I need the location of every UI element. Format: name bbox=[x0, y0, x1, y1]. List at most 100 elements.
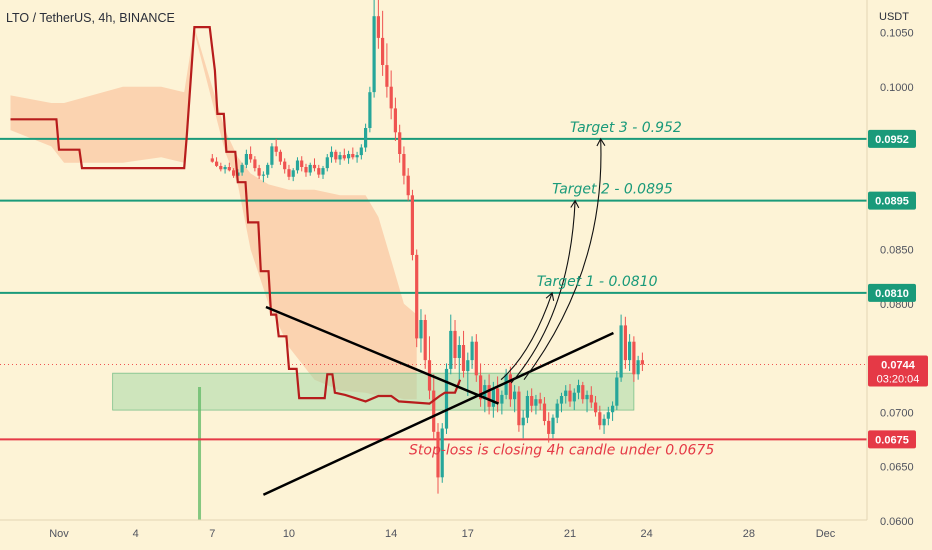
candle-body bbox=[325, 157, 329, 169]
candle-body bbox=[602, 418, 606, 426]
candle-body bbox=[594, 402, 598, 413]
time-axis-ticks: Nov 4 7 10 14 17 21 24 28 Dec bbox=[49, 528, 836, 540]
time-tick-label: 21 bbox=[564, 528, 576, 540]
candle-body bbox=[385, 65, 389, 87]
candle-body bbox=[210, 158, 214, 162]
candle-body bbox=[449, 330, 453, 369]
candle-body bbox=[253, 159, 257, 169]
ascending-trendline bbox=[262, 331, 614, 496]
price-tag bbox=[868, 191, 916, 210]
candle-body bbox=[500, 394, 504, 404]
candle-body bbox=[351, 154, 355, 158]
candle-body bbox=[398, 132, 402, 154]
candle-body bbox=[479, 375, 483, 400]
candle-body bbox=[547, 420, 551, 434]
candle-body bbox=[244, 154, 248, 165]
candle-body bbox=[436, 431, 440, 478]
candle-body bbox=[304, 167, 308, 173]
candle-body bbox=[419, 320, 423, 339]
candle-body bbox=[270, 146, 274, 165]
candle-body bbox=[368, 92, 372, 128]
annotations-layer: Target 3 - 0.952 Target 2 - 0.0895 Target … bbox=[409, 120, 714, 459]
candle-body bbox=[640, 360, 644, 365]
supertrend-cloud bbox=[10, 27, 417, 400]
price-axis[interactable]: USDT 0.10500.10000.08500.08000.07000.065… bbox=[866, 0, 928, 528]
target-annotation: Target 2 - 0.0895 bbox=[552, 182, 673, 198]
time-axis[interactable]: Nov 4 7 10 14 17 21 24 28 Dec bbox=[0, 519, 867, 540]
time-tick-label: 17 bbox=[462, 528, 474, 540]
price-tag bbox=[868, 283, 916, 302]
candle-body bbox=[440, 428, 444, 478]
target-annotation: Target 3 - 0.952 bbox=[570, 120, 682, 136]
candle-body bbox=[423, 320, 427, 361]
candle-body bbox=[219, 166, 223, 170]
projection-arrow-head bbox=[570, 199, 580, 209]
volume-layer bbox=[198, 387, 202, 520]
projection-arrow-head bbox=[596, 137, 606, 147]
candle-body bbox=[611, 405, 615, 413]
projection-arrow bbox=[523, 138, 602, 381]
candle-body bbox=[628, 341, 632, 361]
trendlines-layer bbox=[262, 305, 614, 496]
candle-body bbox=[615, 377, 619, 406]
candle-body bbox=[291, 170, 295, 177]
time-tick-label: 24 bbox=[641, 528, 653, 540]
candle-body bbox=[572, 392, 576, 402]
candle-body bbox=[589, 394, 593, 403]
candle-body bbox=[491, 388, 495, 407]
price-tick-label: 0.0600 bbox=[880, 516, 914, 528]
candle-body bbox=[406, 175, 410, 196]
time-tick-label: 4 bbox=[133, 528, 139, 540]
candle-body bbox=[461, 345, 466, 371]
candle-body bbox=[444, 368, 449, 429]
time-tick-label: 10 bbox=[283, 528, 295, 540]
candle-body bbox=[359, 147, 363, 156]
candle-body bbox=[261, 174, 265, 176]
descending-trendline bbox=[265, 305, 499, 405]
candle-body bbox=[410, 195, 414, 255]
time-tick-label: 7 bbox=[209, 528, 215, 540]
price-tick-label: 0.1000 bbox=[880, 82, 914, 94]
cloud-layer bbox=[10, 27, 417, 400]
candle-body bbox=[249, 154, 253, 160]
price-axis-unit: USDT bbox=[879, 11, 909, 23]
candle-body bbox=[287, 169, 291, 177]
candle-body bbox=[568, 390, 572, 402]
candle-body bbox=[538, 399, 542, 404]
candle-body bbox=[232, 170, 236, 176]
candle-body bbox=[215, 161, 219, 166]
price-tick-label: 0.0700 bbox=[880, 407, 914, 419]
candle-body bbox=[402, 154, 406, 176]
candle-body bbox=[517, 391, 521, 426]
price-tag bbox=[868, 129, 916, 148]
price-tag-label: 0.0952 bbox=[875, 134, 909, 146]
candle-body bbox=[564, 390, 568, 396]
stop-loss-annotation: Stop-loss is closing 4h candle under 0.0… bbox=[409, 442, 714, 458]
candle-body bbox=[227, 167, 231, 171]
candle-body bbox=[623, 325, 627, 361]
candle-body bbox=[585, 394, 589, 400]
candle-body bbox=[240, 164, 244, 173]
candle-body bbox=[606, 412, 610, 419]
candle-body bbox=[342, 155, 346, 159]
candle-body bbox=[308, 164, 312, 173]
price-tick-label: 0.0650 bbox=[880, 462, 914, 474]
candle-body bbox=[576, 385, 581, 393]
candle-body bbox=[581, 385, 585, 400]
candle-body bbox=[530, 396, 534, 406]
projection-arrow bbox=[510, 200, 576, 384]
time-tick-label: 14 bbox=[385, 528, 397, 540]
candle-body bbox=[278, 151, 282, 162]
candle-body bbox=[432, 390, 436, 432]
candle-body bbox=[266, 164, 270, 175]
candle-body bbox=[466, 360, 470, 372]
candle-body bbox=[415, 254, 419, 339]
candle-body bbox=[598, 412, 602, 426]
candle-body bbox=[559, 396, 564, 404]
supertrend-layer bbox=[10, 26, 462, 405]
candle-body bbox=[636, 360, 640, 375]
price-tags: 0.0952 0.0895 0.0810 0.0675 0.0744 03:20:04 bbox=[868, 129, 928, 449]
target-annotation: Target 1 - 0.0810 bbox=[537, 274, 658, 290]
